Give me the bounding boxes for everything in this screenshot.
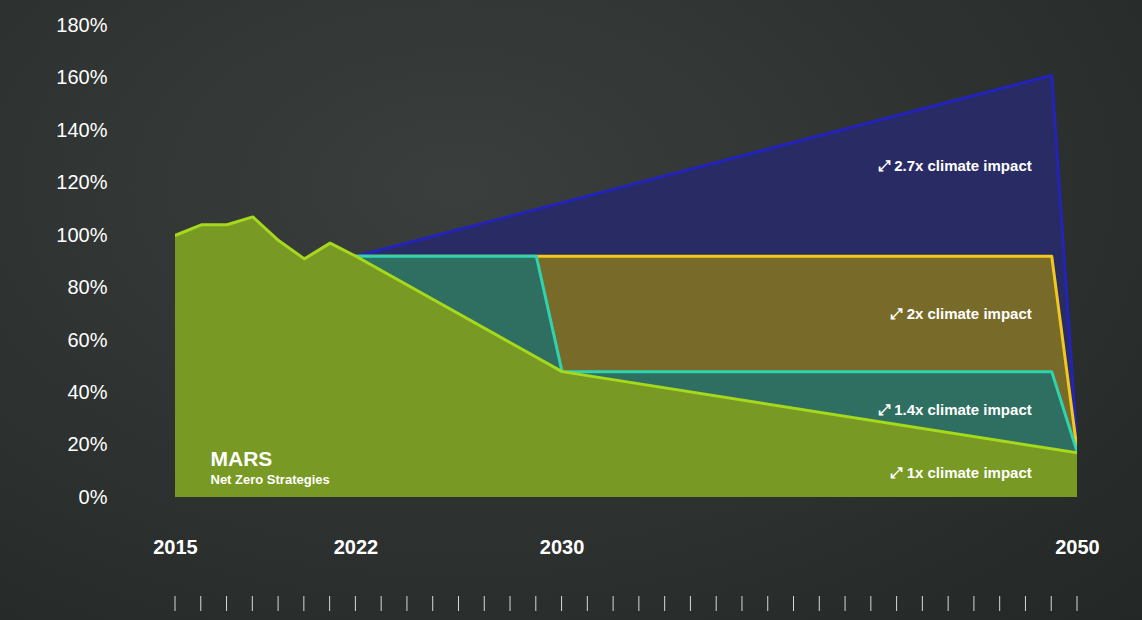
svg-text:2015: 2015 [153,536,198,558]
svg-text:180%: 180% [56,14,107,36]
svg-text:120%: 120% [56,171,107,193]
svg-text:60%: 60% [67,329,107,351]
svg-text:⤢ 1.4x climate impact: ⤢ 1.4x climate impact [878,401,1032,418]
svg-text:⤢ 2x climate impact: ⤢ 2x climate impact [890,305,1031,322]
svg-text:2022: 2022 [334,536,379,558]
svg-text:0%: 0% [79,486,108,508]
svg-text:2050: 2050 [1055,536,1100,558]
svg-text:40%: 40% [67,381,107,403]
svg-text:140%: 140% [56,119,107,141]
svg-text:⤢ 2.7x climate impact: ⤢ 2.7x climate impact [878,157,1032,174]
svg-text:MARS: MARS [211,447,273,470]
svg-text:80%: 80% [67,276,107,298]
svg-text:Net Zero Strategies: Net Zero Strategies [211,472,330,487]
svg-text:100%: 100% [56,224,107,246]
svg-text:160%: 160% [56,66,107,88]
svg-text:20%: 20% [67,433,107,455]
svg-text:⤢ 1x climate impact: ⤢ 1x climate impact [890,464,1031,481]
svg-text:2030: 2030 [540,536,585,558]
